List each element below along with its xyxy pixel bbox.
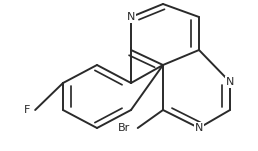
Text: F: F — [24, 105, 30, 115]
Text: Br: Br — [118, 123, 130, 133]
Text: N: N — [127, 12, 135, 22]
Text: N: N — [226, 77, 234, 87]
Text: N: N — [195, 123, 203, 133]
